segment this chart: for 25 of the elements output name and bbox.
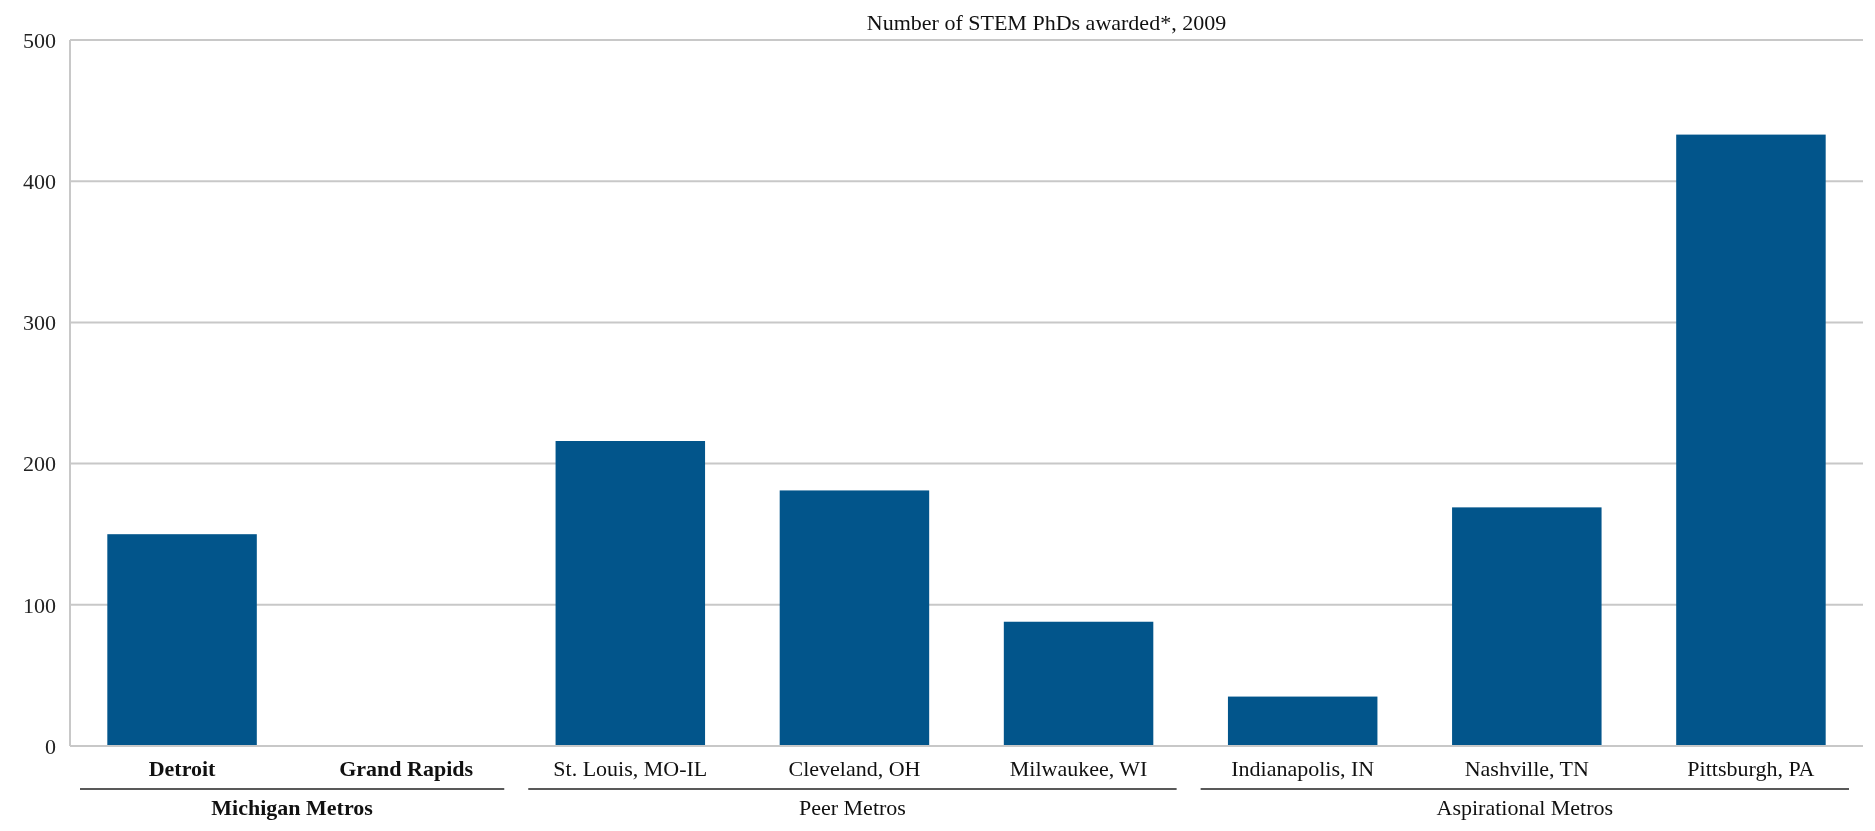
chart-title: Number of STEM PhDs awarded*, 2009	[866, 10, 1227, 35]
x-tick-label: Detroit	[148, 756, 217, 781]
text: Aspirational Metros	[1436, 795, 1614, 820]
x-tick-label: Pittsburgh, PA	[1687, 756, 1815, 781]
x-tick-label: Cleveland, OH	[788, 756, 921, 781]
x-tick-label: Grand Rapids	[339, 756, 474, 781]
y-tick-label: 500	[23, 27, 56, 53]
bar	[555, 441, 706, 746]
x-tick-label: St. Louis, MO-IL	[553, 756, 708, 781]
text: Michigan Metros	[211, 795, 374, 820]
bar	[107, 534, 257, 746]
bar	[1452, 507, 1602, 746]
text: Peer Metros	[798, 795, 906, 820]
y-tick-label: 100	[23, 592, 56, 618]
y-tick-label: 200	[23, 451, 56, 477]
x-tick-label: Indianapolis, IN	[1231, 756, 1375, 781]
bar	[779, 490, 930, 746]
y-tick-label: 0	[45, 733, 56, 759]
bar	[1227, 696, 1378, 746]
bar	[1003, 621, 1154, 746]
y-tick-label: 400	[23, 168, 56, 194]
bar	[1676, 134, 1826, 746]
y-tick-label: 300	[23, 310, 56, 336]
x-tick-label: Nashville, TN	[1464, 756, 1590, 781]
x-tick-label: Milwaukee, WI	[1009, 756, 1148, 781]
